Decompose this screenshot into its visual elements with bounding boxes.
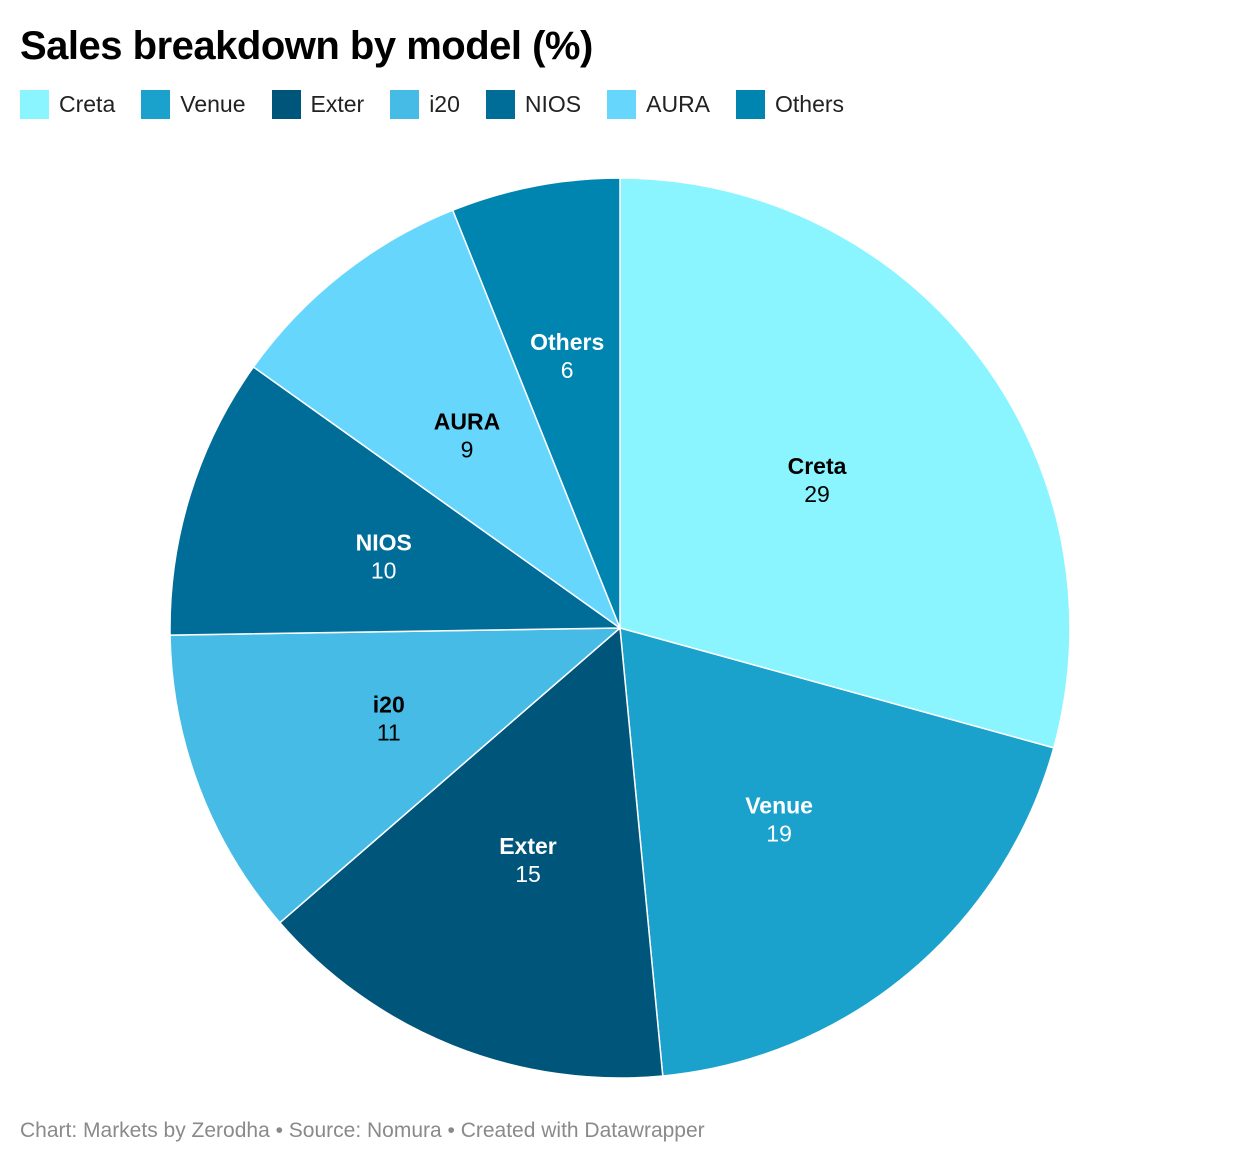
slice-label-others: Others (530, 329, 604, 355)
slice-label-i20: i20 (373, 691, 405, 717)
legend-swatch (20, 89, 49, 119)
slice-label-aura: AURA (434, 409, 500, 435)
slice-label-exter: Exter (499, 833, 557, 859)
legend-label: Creta (59, 91, 116, 117)
slice-value-venue: 19 (766, 821, 792, 847)
pie-slice-venue (619, 627, 1055, 1077)
legend-label: Exter (310, 91, 365, 117)
pie-slice-i20 (169, 627, 621, 924)
legend-label: i20 (429, 91, 460, 117)
pie-slice-nios (169, 366, 621, 636)
chart-title: Sales breakdown by model (%) (20, 24, 593, 68)
legend-item-others: Others (736, 88, 844, 120)
legend-swatch (141, 89, 171, 119)
slice-label-venue: Venue (745, 793, 813, 819)
legend-swatch (607, 89, 637, 119)
legend-swatch (736, 89, 766, 119)
slice-value-nios: 10 (371, 558, 397, 584)
slice-value-i20: 11 (377, 719, 401, 745)
legend-item-exter: Exter (271, 88, 365, 120)
legend-swatch (390, 89, 420, 119)
pie-slices (169, 177, 1071, 1079)
chart-legend: Creta Venue Exter i20 NIOS AURA Others (20, 88, 870, 120)
slice-value-others: 6 (561, 357, 574, 383)
legend-label: Others (775, 91, 845, 117)
pie-slice-creta (619, 177, 1071, 749)
legend-label: Venue (180, 91, 246, 117)
legend-label: NIOS (524, 91, 582, 117)
slice-value-aura: 9 (461, 437, 474, 463)
legend-item-nios: NIOS (485, 88, 582, 120)
legend-swatch (271, 89, 301, 119)
legend-item-venue: Venue (141, 88, 246, 120)
slice-value-creta: 29 (804, 481, 830, 507)
slice-label-nios: NIOS (356, 530, 412, 556)
legend-item-i20: i20 (390, 88, 460, 120)
slice-label-creta: Creta (788, 453, 847, 479)
chart-footer: Chart: Markets by Zerodha • Source: Nomu… (20, 1119, 705, 1142)
legend-label: AURA (646, 91, 711, 117)
legend-item-aura: AURA (607, 88, 710, 120)
pie-slice-exter (279, 627, 664, 1079)
pie-slice-aura (252, 209, 621, 629)
slice-value-exter: 15 (515, 861, 541, 887)
legend-swatch (485, 89, 515, 119)
pie-slice-others (452, 177, 621, 629)
legend-item-creta: Creta (20, 88, 115, 120)
